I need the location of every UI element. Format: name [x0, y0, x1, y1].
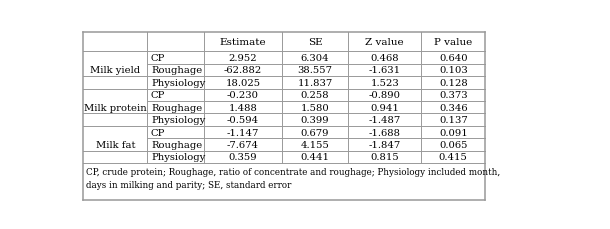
Text: 0.128: 0.128: [439, 79, 468, 87]
Text: Milk fat: Milk fat: [96, 140, 135, 149]
Text: P value: P value: [434, 38, 472, 47]
Text: Z value: Z value: [365, 38, 404, 47]
Text: 0.815: 0.815: [370, 153, 399, 162]
Text: 0.399: 0.399: [301, 116, 329, 125]
Text: Milk protein: Milk protein: [84, 103, 146, 112]
Text: CP, crude protein; Roughage, ratio of concentrate and roughage; Physiology inclu: CP, crude protein; Roughage, ratio of co…: [86, 167, 500, 189]
Text: SE: SE: [307, 38, 322, 47]
Text: 0.359: 0.359: [229, 153, 257, 162]
Text: CP: CP: [151, 54, 165, 63]
Text: -1.847: -1.847: [368, 140, 401, 149]
Text: 0.415: 0.415: [439, 153, 468, 162]
Text: Estimate: Estimate: [220, 38, 266, 47]
Text: -0.594: -0.594: [227, 116, 259, 125]
Text: CP: CP: [151, 91, 165, 100]
Text: 38.557: 38.557: [298, 66, 332, 75]
Text: Physiology: Physiology: [151, 116, 205, 125]
Text: 0.258: 0.258: [301, 91, 329, 100]
Text: 0.640: 0.640: [439, 54, 468, 63]
Text: -0.890: -0.890: [368, 91, 401, 100]
Text: Physiology: Physiology: [151, 79, 205, 87]
Text: 4.155: 4.155: [301, 140, 329, 149]
Text: Roughage: Roughage: [151, 140, 202, 149]
Text: 18.025: 18.025: [225, 79, 260, 87]
Text: -0.230: -0.230: [227, 91, 259, 100]
Text: Roughage: Roughage: [151, 103, 202, 112]
Text: Physiology: Physiology: [151, 153, 205, 162]
Text: -62.882: -62.882: [224, 66, 262, 75]
Text: Roughage: Roughage: [151, 66, 202, 75]
Text: 0.441: 0.441: [301, 153, 329, 162]
Text: -1.147: -1.147: [227, 128, 259, 137]
Text: -7.674: -7.674: [227, 140, 259, 149]
Text: Milk yield: Milk yield: [90, 66, 140, 75]
Text: 0.468: 0.468: [370, 54, 399, 63]
Text: -1.631: -1.631: [368, 66, 401, 75]
Text: 0.941: 0.941: [370, 103, 399, 112]
Text: 0.065: 0.065: [439, 140, 467, 149]
Text: 0.679: 0.679: [301, 128, 329, 137]
Text: 2.952: 2.952: [229, 54, 257, 63]
Text: 11.837: 11.837: [297, 79, 332, 87]
Text: 1.523: 1.523: [370, 79, 399, 87]
Text: 0.346: 0.346: [439, 103, 468, 112]
Text: 0.373: 0.373: [439, 91, 468, 100]
Text: 0.103: 0.103: [439, 66, 468, 75]
Text: 0.091: 0.091: [439, 128, 468, 137]
Text: 1.580: 1.580: [301, 103, 329, 112]
Text: CP: CP: [151, 128, 165, 137]
Text: 0.137: 0.137: [439, 116, 468, 125]
Text: 1.488: 1.488: [229, 103, 257, 112]
Text: -1.688: -1.688: [368, 128, 401, 137]
Text: 6.304: 6.304: [301, 54, 329, 63]
Text: -1.487: -1.487: [368, 116, 401, 125]
